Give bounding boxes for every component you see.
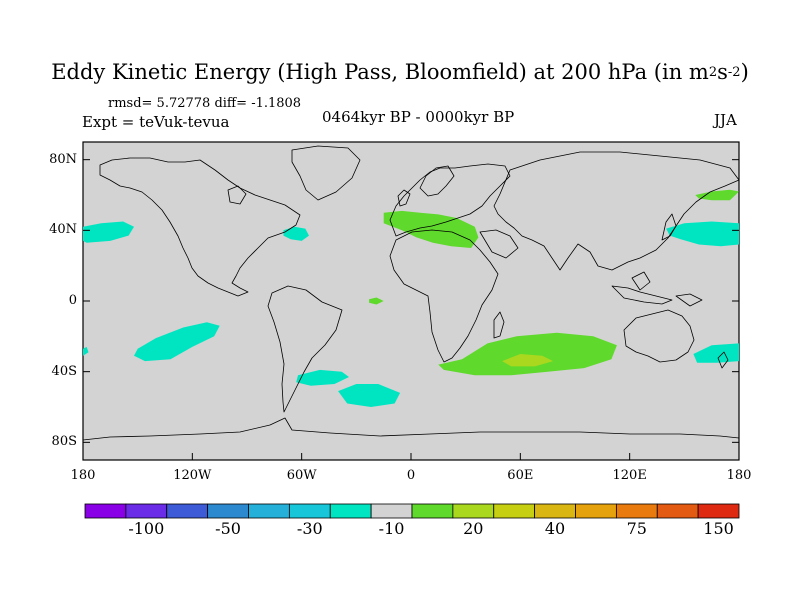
- anomaly-region-south-atlantic-east: [338, 384, 401, 407]
- lat-label: 80N: [49, 151, 77, 167]
- colorbar-box: [697, 503, 740, 519]
- colorbar-box: [166, 503, 209, 519]
- anomaly-region-north-pacific-west: [83, 221, 134, 243]
- colorbar-box: [84, 503, 127, 519]
- colorbar-box: [411, 503, 454, 519]
- anomaly-region-southern-indian: [438, 332, 617, 376]
- period-label: 0464kyr BP - 0000kyr BP: [322, 108, 515, 126]
- lon-label: 120E: [612, 468, 647, 483]
- lon-label: 120W: [173, 468, 212, 483]
- colorbar-label: 75: [626, 519, 647, 538]
- anomaly-region-atlantic-equatorial: [369, 297, 384, 305]
- colorbar-label: 150: [703, 519, 734, 538]
- lat-label: 40N: [49, 222, 77, 238]
- lon-label: 0: [406, 468, 416, 483]
- anomaly-region-australia-east: [693, 343, 739, 363]
- colorbar-box: [615, 503, 658, 519]
- season-label: JJA: [714, 111, 737, 129]
- anomaly-region-south-atlantic: [296, 369, 349, 386]
- lat-label: 0: [68, 293, 77, 308]
- anomaly-region-north-pacific-east: [283, 226, 309, 241]
- experiment-label: Expt = teVuk-tevua: [82, 113, 230, 131]
- colorbar-box: [125, 503, 168, 519]
- colorbar-label: 40: [544, 519, 566, 538]
- anomaly-region-mediterranean: [383, 210, 479, 248]
- colorbar-box: [207, 503, 249, 519]
- colorbar-label: 20: [463, 519, 484, 538]
- lat-label: 40S: [51, 363, 77, 379]
- map-frame: [82, 141, 740, 461]
- lon-label: 180: [70, 468, 96, 483]
- colorbar-label: -50: [215, 519, 241, 538]
- anomaly-region-bering: [695, 189, 739, 201]
- lon-label: 60E: [507, 468, 534, 483]
- anomaly-region-southern-indian-core: [502, 354, 554, 367]
- lon-label: 180: [726, 468, 752, 483]
- coastlines: [82, 145, 740, 441]
- lon-label: 60W: [286, 468, 317, 483]
- colorbar-box: [248, 503, 290, 519]
- colorbar-box: [534, 503, 576, 519]
- colorbar-box: [452, 503, 495, 519]
- colorbar-box: [288, 503, 331, 519]
- anomaly-region-south-pacific: [134, 322, 220, 362]
- page-title: Eddy Kinetic Energy (High Pass, Bloomfie…: [51, 60, 749, 84]
- lat-label: 80S: [51, 434, 77, 450]
- colorbar-label: -10: [378, 519, 405, 538]
- colorbar-box: [370, 503, 413, 519]
- stats-label: rmsd= 5.72778 diff= -1.1808: [108, 96, 302, 111]
- colorbar-box: [575, 503, 617, 519]
- anomaly-region-south-pacific-edge: [83, 346, 89, 356]
- colorbar-box: [493, 503, 536, 519]
- colorbar-label: -30: [296, 519, 323, 538]
- anomaly-region-north-pacific-far-east: [666, 221, 739, 247]
- colorbar-label: -100: [128, 519, 165, 538]
- colorbar-box: [329, 503, 372, 519]
- colorbar-box: [656, 503, 699, 519]
- anomaly-layer: [83, 189, 739, 407]
